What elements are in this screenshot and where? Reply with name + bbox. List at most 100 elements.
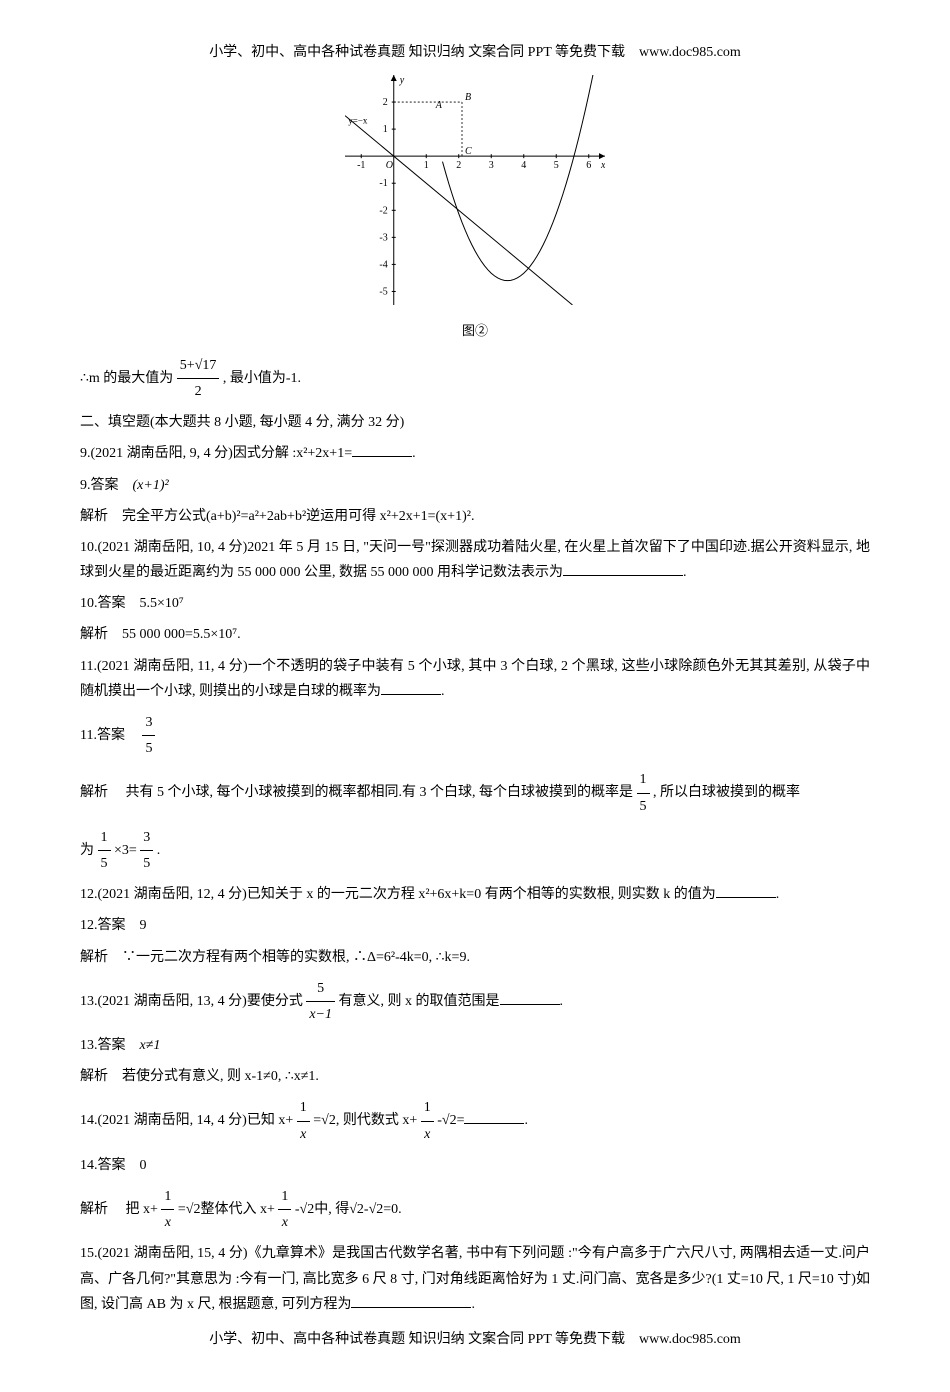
conclusion-fraction: 5+√17 2 bbox=[177, 353, 220, 404]
q14-num1: 1 bbox=[297, 1095, 310, 1121]
a14: 14.答案 0 bbox=[80, 1153, 870, 1178]
e11-suffix2: . bbox=[157, 843, 161, 858]
e11-p1: 解析 共有 5 个小球, 每个小球被摸到的概率都相同.有 3 个白球, 每个白球… bbox=[80, 767, 870, 818]
a13-label: 13.答案 bbox=[80, 1038, 140, 1053]
a14-label: 14.答案 bbox=[80, 1158, 140, 1173]
q13-num: 5 bbox=[306, 976, 335, 1002]
e11-mid2: ×3= bbox=[114, 843, 137, 858]
a10-ans: 5.5×10⁷ bbox=[140, 596, 184, 611]
svg-text:-5: -5 bbox=[379, 287, 387, 298]
e11-label: 解析 bbox=[80, 785, 122, 800]
svg-text:6: 6 bbox=[586, 160, 591, 171]
q11: 11.(2021 湖南岳阳, 11, 4 分)一个不透明的袋子中装有 5 个小球… bbox=[80, 654, 870, 704]
q11-blank bbox=[381, 681, 441, 695]
e11-num1: 1 bbox=[637, 767, 650, 793]
a11-num: 3 bbox=[142, 710, 155, 736]
svg-text:2: 2 bbox=[456, 160, 461, 171]
q14-prefix: 14.(2021 湖南岳阳, 14, 4 分)已知 x+ bbox=[80, 1113, 293, 1128]
e11-frac1: 1 5 bbox=[637, 767, 650, 818]
a11-label: 11.答案 bbox=[80, 728, 139, 743]
q13: 13.(2021 湖南岳阳, 13, 4 分)要使分式 5 x−1 有意义, 则… bbox=[80, 976, 870, 1027]
e14: 解析 把 x+ 1 x =√2整体代入 x+ 1 x -√2中, 得√2-√2=… bbox=[80, 1184, 870, 1235]
q9-blank bbox=[352, 443, 412, 457]
q13-den: x−1 bbox=[306, 1002, 335, 1027]
e14-frac2: 1 x bbox=[278, 1184, 291, 1235]
svg-text:4: 4 bbox=[521, 160, 526, 171]
svg-text:1: 1 bbox=[424, 160, 429, 171]
a10: 10.答案 5.5×10⁷ bbox=[80, 591, 870, 616]
q12-text: 12.(2021 湖南岳阳, 12, 4 分)已知关于 x 的一元二次方程 x²… bbox=[80, 887, 716, 902]
q15-text: 15.(2021 湖南岳阳, 15, 4 分)《九章算术》是我国古代数学名著, … bbox=[80, 1246, 870, 1311]
q13-prefix: 13.(2021 湖南岳阳, 13, 4 分)要使分式 bbox=[80, 994, 303, 1009]
q14-num2: 1 bbox=[421, 1095, 434, 1121]
a13-ans: x≠1 bbox=[140, 1038, 161, 1053]
conclusion-line: ∴m 的最大值为 5+√17 2 , 最小值为-1. bbox=[80, 353, 870, 404]
chart-caption: 图② bbox=[80, 319, 870, 342]
q14-frac1: 1 x bbox=[297, 1095, 310, 1146]
svg-text:-2: -2 bbox=[379, 205, 387, 216]
svg-text:y: y bbox=[399, 75, 405, 86]
e14-num2: 1 bbox=[278, 1184, 291, 1210]
page-footer: 小学、初中、高中各种试卷真题 知识归纳 文案合同 PPT 等免费下载 www.d… bbox=[80, 1327, 870, 1352]
e14-label: 解析 bbox=[80, 1202, 122, 1217]
e13: 解析 若使分式有意义, 则 x-1≠0, ∴x≠1. bbox=[80, 1064, 870, 1089]
a13: 13.答案 x≠1 bbox=[80, 1033, 870, 1058]
q9-text: 9.(2021 湖南岳阳, 9, 4 分)因式分解 :x²+2x+1= bbox=[80, 446, 352, 461]
svg-text:x: x bbox=[600, 160, 605, 171]
e12-label: 解析 bbox=[80, 950, 122, 965]
e14-mid1: =√2整体代入 x+ bbox=[178, 1202, 275, 1217]
e11-den3: 5 bbox=[140, 851, 153, 876]
q10: 10.(2021 湖南岳阳, 10, 4 分)2021 年 5 月 15 日, … bbox=[80, 535, 870, 585]
a12-ans: 9 bbox=[140, 918, 147, 933]
e13-text: 若使分式有意义, 则 x-1≠0, ∴x≠1. bbox=[122, 1069, 319, 1084]
e11-num3: 3 bbox=[140, 825, 153, 851]
e9-text: 完全平方公式(a+b)²=a²+2ab+b²逆运用可得 x²+2x+1=(x+1… bbox=[122, 509, 474, 524]
q14-den2: x bbox=[421, 1122, 434, 1147]
q14-mid1: =√2, 则代数式 x+ bbox=[313, 1113, 417, 1128]
a11-frac: 3 5 bbox=[142, 710, 155, 761]
e11-text1: 共有 5 个小球, 每个小球被摸到的概率都相同.有 3 个白球, 每个白球被摸到… bbox=[126, 785, 634, 800]
a14-ans: 0 bbox=[140, 1158, 147, 1173]
svg-text:y=−x: y=−x bbox=[348, 116, 368, 126]
e11-prefix2: 为 bbox=[80, 843, 94, 858]
conclusion-prefix: ∴m 的最大值为 bbox=[80, 371, 173, 386]
e11-frac2: 1 5 bbox=[98, 825, 111, 876]
e14-num1: 1 bbox=[161, 1184, 174, 1210]
q13-mid: 有意义, 则 x 的取值范围是 bbox=[339, 994, 500, 1009]
q15: 15.(2021 湖南岳阳, 15, 4 分)《九章算术》是我国古代数学名著, … bbox=[80, 1241, 870, 1317]
e14-suffix: -√2中, 得√2-√2=0. bbox=[295, 1202, 402, 1217]
e13-label: 解析 bbox=[80, 1069, 122, 1084]
svg-text:-1: -1 bbox=[357, 160, 365, 171]
frac-num: 5+√17 bbox=[177, 353, 220, 379]
e9-label: 解析 bbox=[80, 509, 122, 524]
e11-den2: 5 bbox=[98, 851, 111, 876]
e14-prefix: 把 x+ bbox=[126, 1202, 158, 1217]
svg-text:2: 2 bbox=[383, 97, 388, 108]
svg-text:-1: -1 bbox=[379, 178, 387, 189]
chart-figure: -1123456-5-4-3-2-112Oxyy=−xABC 图② bbox=[80, 75, 870, 343]
q14-mid2: -√2= bbox=[437, 1113, 464, 1128]
q15-blank bbox=[351, 1294, 471, 1308]
q10-blank bbox=[563, 562, 683, 576]
page-header: 小学、初中、高中各种试卷真题 知识归纳 文案合同 PPT 等免费下载 www.d… bbox=[80, 40, 870, 65]
svg-text:-4: -4 bbox=[379, 260, 387, 271]
e10-label: 解析 bbox=[80, 627, 122, 642]
e14-frac1: 1 x bbox=[161, 1184, 174, 1235]
a11: 11.答案 3 5 bbox=[80, 710, 870, 761]
section2-title: 二、填空题(本大题共 8 小题, 每小题 4 分, 满分 32 分) bbox=[80, 410, 870, 435]
a10-label: 10.答案 bbox=[80, 596, 140, 611]
e11-den1: 5 bbox=[637, 794, 650, 819]
q13-blank bbox=[500, 991, 560, 1005]
a11-den: 5 bbox=[142, 736, 155, 761]
svg-text:B: B bbox=[465, 92, 471, 103]
svg-text:3: 3 bbox=[489, 160, 494, 171]
a12: 12.答案 9 bbox=[80, 913, 870, 938]
e11-frac3: 3 5 bbox=[140, 825, 153, 876]
q14-frac2: 1 x bbox=[421, 1095, 434, 1146]
e12-text: ∵一元二次方程有两个相等的实数根, ∴Δ=6²-4k=0, ∴k=9. bbox=[122, 950, 470, 965]
e10: 解析 55 000 000=5.5×10⁷. bbox=[80, 622, 870, 647]
a12-label: 12.答案 bbox=[80, 918, 140, 933]
frac-den: 2 bbox=[177, 379, 220, 404]
e11-num2: 1 bbox=[98, 825, 111, 851]
q14-blank bbox=[464, 1110, 524, 1124]
